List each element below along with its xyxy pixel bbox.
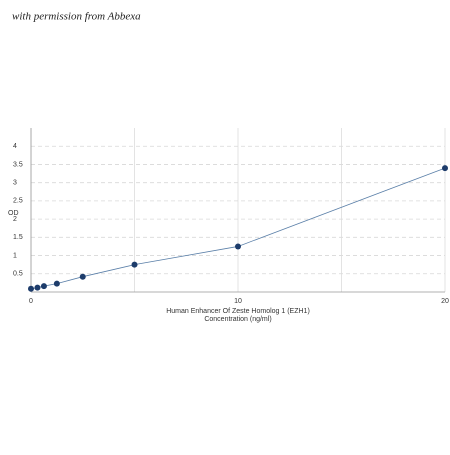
data-point [442, 165, 448, 172]
y-axis-label: OD [8, 210, 19, 217]
data-point [28, 285, 34, 292]
data-point [53, 280, 60, 287]
x-axis-label: Concentration (ng/ml) [204, 316, 271, 323]
x-tick-label: 10 [234, 298, 242, 305]
y-tick-label: 3.5 [13, 161, 23, 168]
y-tick-label: 4 [13, 143, 17, 150]
data-point [34, 284, 41, 291]
x-tick-label: 20 [441, 298, 449, 305]
watermark: with permission from Abbexa [12, 11, 141, 23]
x-axis-label: Human Enhancer Of Zeste Homolog 1 (EZH1) [166, 308, 310, 315]
data-point [131, 261, 138, 268]
data-point [79, 273, 86, 280]
data-point [235, 243, 241, 250]
y-tick-label: 1.5 [13, 234, 23, 241]
y-tick-label: 1 [13, 252, 17, 259]
data-point [40, 283, 47, 290]
x-tick-label: 0 [29, 298, 33, 305]
y-tick-label: 0.5 [13, 271, 23, 278]
y-tick-label: 2 [13, 216, 17, 223]
y-tick-label: 3 [13, 180, 17, 187]
y-tick-label: 2.5 [13, 198, 23, 205]
